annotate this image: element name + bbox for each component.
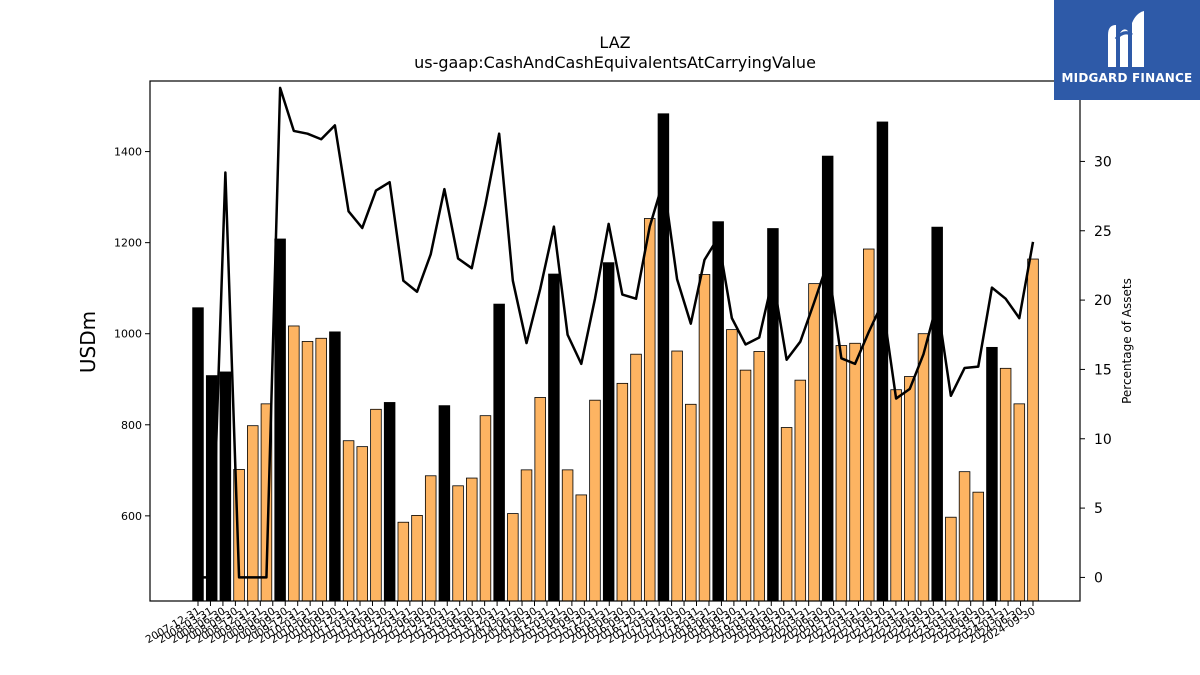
y2-tick-label: 25	[1094, 224, 1112, 240]
bar	[424, 475, 437, 602]
bar	[945, 516, 957, 602]
bar	[931, 226, 943, 602]
bar	[999, 367, 1012, 602]
chart-title: LAZ	[599, 33, 630, 52]
y-tick-label: 800	[121, 419, 142, 432]
bar	[219, 371, 232, 602]
bar	[329, 331, 341, 602]
midgard-finance-logo: MIDGARD FINANCE	[1054, 0, 1200, 100]
y2-axis: 05101520253035	[1080, 85, 1112, 586]
chart-subtitle: us-gaap:CashAndCashEquivalentsAtCarrying…	[414, 53, 816, 72]
x-axis: 2007-12-312008-03-312008-06-302008-09-30…	[144, 601, 1038, 646]
bar	[904, 376, 916, 602]
midgard-m-logo-icon	[1108, 11, 1144, 67]
bar	[780, 427, 793, 602]
bar	[493, 303, 505, 602]
bar	[479, 415, 492, 602]
bar	[452, 485, 464, 602]
bar	[671, 350, 683, 602]
bar	[288, 325, 300, 602]
y2-tick-label: 10	[1094, 432, 1112, 448]
bar	[958, 471, 971, 602]
bar	[575, 494, 588, 602]
bar	[315, 337, 327, 602]
logo-text: MIDGARD FINANCE	[1061, 71, 1193, 85]
bar	[712, 221, 724, 602]
y2-tick-label: 0	[1094, 570, 1103, 586]
y2-tick-label: 20	[1094, 293, 1112, 309]
bar	[849, 342, 861, 602]
bar	[534, 397, 546, 602]
bar	[301, 341, 314, 602]
y-tick-label: 1000	[114, 328, 142, 341]
bar	[685, 403, 697, 602]
bar	[616, 382, 629, 602]
bar	[643, 218, 656, 602]
bar	[876, 121, 889, 602]
bar-series	[192, 113, 1039, 602]
y-tick-label: 1200	[114, 237, 142, 250]
y-tick-label: 600	[121, 510, 142, 523]
y2-tick-label: 5	[1094, 501, 1103, 517]
bar	[986, 346, 998, 602]
bar	[739, 369, 752, 602]
bar	[972, 491, 984, 602]
bar	[698, 274, 711, 602]
y2-axis-label: Percentage of Assets	[1120, 278, 1134, 404]
bar	[589, 399, 601, 602]
bar	[383, 402, 396, 602]
plot-frame	[149, 80, 1081, 602]
bar	[794, 379, 807, 602]
bar	[821, 155, 834, 602]
bar	[917, 333, 930, 602]
bar	[507, 513, 519, 602]
bar	[1013, 403, 1026, 602]
bar	[863, 248, 875, 602]
y-tick-label: 1400	[114, 146, 142, 159]
percentage-of-assets-line	[198, 86, 1035, 579]
bar	[411, 515, 423, 602]
bar	[438, 405, 451, 602]
bar	[602, 262, 615, 602]
bar	[192, 307, 204, 602]
bar	[466, 477, 478, 602]
bar	[274, 238, 286, 602]
bar	[561, 469, 574, 602]
bar	[370, 408, 382, 602]
bar	[808, 283, 820, 602]
bar	[890, 389, 902, 602]
y-axis: 600 800 1000 1200 1400	[114, 146, 150, 523]
bar	[520, 469, 533, 602]
bar	[356, 446, 369, 602]
bar	[835, 345, 848, 602]
y2-tick-label: 15	[1094, 362, 1112, 378]
bar	[726, 329, 738, 602]
bar	[247, 425, 259, 602]
bar	[548, 273, 560, 602]
bar	[397, 521, 410, 602]
bar	[342, 440, 355, 602]
y2-tick-label: 30	[1094, 154, 1112, 170]
y-axis-label: USDm	[76, 311, 100, 373]
bar	[753, 351, 765, 602]
bar	[630, 353, 642, 602]
bar	[1027, 258, 1039, 602]
